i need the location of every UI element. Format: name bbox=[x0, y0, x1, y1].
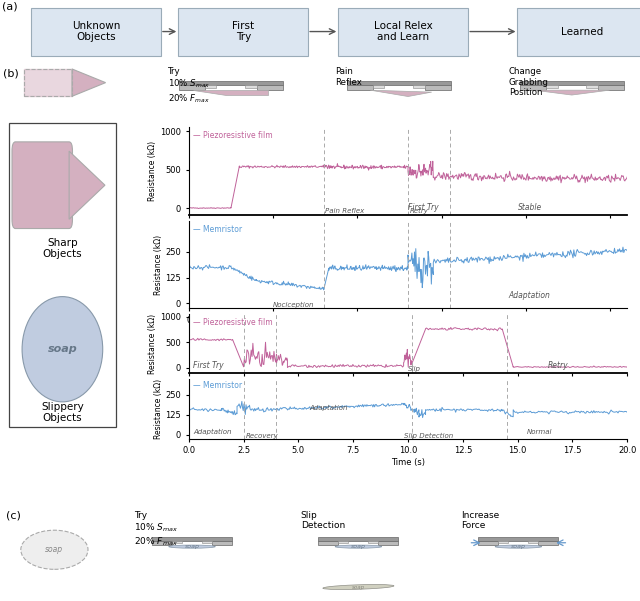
Text: Pain
Reflex: Pain Reflex bbox=[335, 67, 362, 87]
Text: (a): (a) bbox=[2, 2, 17, 12]
Text: soap: soap bbox=[45, 545, 63, 554]
Polygon shape bbox=[347, 85, 372, 90]
Text: Try
10% $S_{max}$
20% $F_{max}$: Try 10% $S_{max}$ 20% $F_{max}$ bbox=[134, 511, 179, 548]
Text: Nociception: Nociception bbox=[273, 302, 315, 308]
Polygon shape bbox=[586, 85, 598, 88]
Text: — Piezoresistive film: — Piezoresistive film bbox=[193, 318, 273, 327]
Text: Pain Reflex: Pain Reflex bbox=[325, 207, 365, 213]
Polygon shape bbox=[372, 85, 385, 88]
Polygon shape bbox=[202, 541, 212, 543]
Polygon shape bbox=[172, 541, 182, 543]
X-axis label: Time (s): Time (s) bbox=[391, 328, 425, 337]
FancyBboxPatch shape bbox=[178, 8, 308, 55]
Polygon shape bbox=[179, 85, 205, 90]
Text: Retry: Retry bbox=[410, 207, 429, 213]
Text: Change
Grabbing
Position: Change Grabbing Position bbox=[509, 67, 548, 97]
Text: First Try: First Try bbox=[408, 203, 438, 212]
Text: Sharp
Objects: Sharp Objects bbox=[43, 238, 82, 260]
FancyBboxPatch shape bbox=[9, 123, 116, 427]
Text: Try
10% $S_{max}$
20% $F_{max}$: Try 10% $S_{max}$ 20% $F_{max}$ bbox=[168, 67, 211, 105]
Text: soap: soap bbox=[47, 344, 77, 354]
Text: Stable: Stable bbox=[518, 203, 542, 212]
Text: Slip
Detection: Slip Detection bbox=[301, 511, 345, 530]
Polygon shape bbox=[212, 541, 232, 545]
Text: — Memristor: — Memristor bbox=[193, 381, 243, 390]
Polygon shape bbox=[598, 85, 624, 90]
Text: soap: soap bbox=[352, 585, 365, 590]
Text: Increase
Force: Increase Force bbox=[461, 511, 499, 530]
X-axis label: Time (s): Time (s) bbox=[391, 458, 425, 467]
Polygon shape bbox=[319, 541, 339, 545]
Ellipse shape bbox=[335, 545, 381, 548]
Polygon shape bbox=[520, 81, 624, 85]
Ellipse shape bbox=[169, 545, 215, 548]
Text: First Try: First Try bbox=[193, 361, 224, 370]
Ellipse shape bbox=[323, 585, 394, 590]
Text: Slip Detection: Slip Detection bbox=[404, 433, 453, 439]
Polygon shape bbox=[257, 85, 283, 90]
Ellipse shape bbox=[21, 530, 88, 569]
Polygon shape bbox=[72, 69, 106, 96]
Text: Learned: Learned bbox=[561, 26, 604, 37]
Polygon shape bbox=[205, 85, 216, 88]
Text: Slip: Slip bbox=[408, 366, 421, 372]
Polygon shape bbox=[378, 541, 398, 545]
Polygon shape bbox=[479, 537, 558, 541]
Polygon shape bbox=[347, 81, 451, 85]
Polygon shape bbox=[319, 537, 398, 541]
FancyBboxPatch shape bbox=[338, 8, 468, 55]
Text: Unknown
Objects: Unknown Objects bbox=[72, 21, 120, 42]
Y-axis label: Resistance (kΩ): Resistance (kΩ) bbox=[148, 141, 157, 201]
Y-axis label: Resistance (kΩ): Resistance (kΩ) bbox=[154, 234, 163, 295]
Text: soap: soap bbox=[511, 544, 526, 549]
Polygon shape bbox=[69, 151, 105, 219]
Y-axis label: Resistance (kΩ): Resistance (kΩ) bbox=[148, 313, 157, 374]
Polygon shape bbox=[245, 85, 257, 88]
Text: soap: soap bbox=[351, 544, 366, 549]
Ellipse shape bbox=[495, 545, 541, 548]
Polygon shape bbox=[424, 85, 451, 90]
Text: (c): (c) bbox=[6, 511, 21, 520]
FancyBboxPatch shape bbox=[31, 8, 161, 55]
Text: Adaptation: Adaptation bbox=[193, 429, 232, 435]
Text: Normal: Normal bbox=[526, 429, 552, 435]
Text: — Memristor: — Memristor bbox=[193, 225, 243, 234]
Polygon shape bbox=[179, 81, 283, 85]
Polygon shape bbox=[534, 90, 609, 95]
Text: — Piezoresistive film: — Piezoresistive film bbox=[193, 131, 273, 140]
Text: Recovery: Recovery bbox=[246, 433, 278, 439]
Polygon shape bbox=[371, 90, 431, 97]
Text: Local Relex
and Learn: Local Relex and Learn bbox=[374, 21, 433, 42]
Text: soap: soap bbox=[184, 544, 200, 549]
Text: Adaptation: Adaptation bbox=[309, 404, 348, 411]
Polygon shape bbox=[538, 541, 558, 545]
Polygon shape bbox=[339, 541, 348, 543]
Polygon shape bbox=[193, 90, 268, 94]
Polygon shape bbox=[413, 85, 424, 88]
Polygon shape bbox=[152, 541, 172, 545]
Text: First
Try: First Try bbox=[232, 21, 254, 42]
Polygon shape bbox=[529, 541, 538, 543]
Text: (b): (b) bbox=[3, 69, 19, 79]
Text: Adaptation: Adaptation bbox=[509, 291, 550, 300]
Ellipse shape bbox=[22, 297, 102, 402]
Text: Retry: Retry bbox=[548, 361, 569, 370]
Polygon shape bbox=[479, 541, 499, 545]
FancyBboxPatch shape bbox=[12, 142, 72, 228]
Polygon shape bbox=[369, 541, 378, 543]
Polygon shape bbox=[546, 85, 557, 88]
Polygon shape bbox=[499, 541, 508, 543]
Text: Slippery
Objects: Slippery Objects bbox=[41, 402, 84, 424]
Polygon shape bbox=[152, 537, 232, 541]
FancyBboxPatch shape bbox=[517, 8, 640, 55]
Y-axis label: Resistance (kΩ): Resistance (kΩ) bbox=[154, 379, 163, 439]
Polygon shape bbox=[520, 85, 546, 90]
